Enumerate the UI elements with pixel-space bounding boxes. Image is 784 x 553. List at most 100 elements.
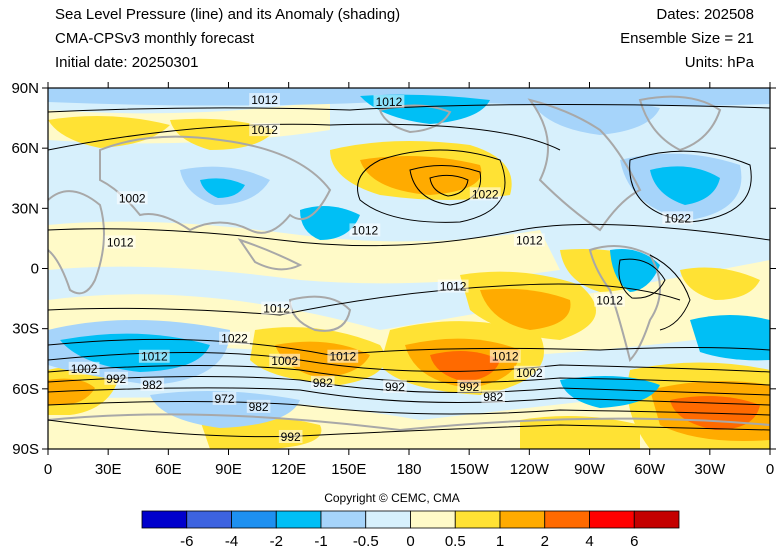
model-name: CMA-CPSv3 monthly forecast [55, 30, 255, 47]
contour-label-bg [249, 123, 280, 137]
colorbar-swatch [544, 510, 590, 529]
colorbar-label: 2 [541, 533, 549, 550]
contour-label: 972 [214, 392, 234, 406]
lon-label: 90E [215, 461, 242, 478]
colorbar-label: 1 [496, 533, 504, 550]
colorbar-label: -1 [314, 533, 327, 550]
colorbar-swatch [365, 510, 411, 529]
lon-label: 30E [95, 461, 122, 478]
contour-label-bg [310, 375, 335, 389]
lat-label: 30N [11, 200, 39, 217]
lon-label: 90W [574, 461, 606, 478]
contour-label-bg [138, 349, 170, 363]
contour-label-bg [269, 353, 301, 367]
copyright-text: Copyright © CEMC, CMA [324, 491, 460, 505]
contour-label-bg [116, 191, 148, 205]
contour-label: 992 [106, 372, 126, 386]
contour-label: 982 [483, 390, 503, 404]
colorbar-label: -2 [270, 533, 283, 550]
contour-label-bg [594, 293, 625, 307]
contour-label-bg [457, 379, 481, 393]
contour-label-bg [437, 279, 469, 293]
contour-label-bg [68, 361, 100, 375]
contour-label: 1012 [141, 350, 168, 364]
lat-label: 60N [11, 140, 39, 157]
lon-label: 0 [44, 461, 52, 478]
contour-label-bg [481, 389, 506, 403]
contour-label: 1012 [352, 223, 379, 237]
slp-contours [48, 103, 770, 438]
contour-label: 992 [459, 380, 479, 394]
contour-label: 1022 [472, 187, 499, 201]
longitude-axis: 0 30E 60E 90E 120E 150E 180 150W 120W 90W 60W 30W 0 [44, 82, 774, 478]
contour-label: 1012 [107, 235, 134, 249]
contour-label: 1022 [221, 332, 248, 346]
contour-label-bg [373, 95, 405, 109]
lon-label: 120E [271, 461, 306, 478]
contour-label-bg [349, 223, 381, 237]
lat-label: 30S [12, 321, 39, 338]
colorbar-label: 0.5 [445, 533, 466, 550]
forecast-dates: Dates: 202508 [656, 6, 754, 23]
colorbar-swatch [589, 510, 635, 529]
lat-label: 60S [12, 381, 39, 398]
lon-label: 120W [510, 461, 550, 478]
contour-label: 1012 [263, 302, 290, 316]
lon-label: 150E [331, 461, 366, 478]
contour-label: 1002 [119, 191, 146, 205]
colorbar-swatch [499, 510, 546, 529]
lon-label: 0 [766, 461, 774, 478]
contour-label: 982 [249, 400, 269, 414]
lon-label: 150W [450, 461, 490, 478]
contour-label-bg [327, 349, 359, 363]
contour-labels: 1012 1012 1012 1002 1012 1022 1012 1012 1022 1012… [68, 93, 694, 444]
contour-label-bg [249, 93, 280, 107]
colorbar-label: 6 [630, 533, 638, 550]
lat-label: 90S [12, 441, 39, 458]
lon-label: 60W [634, 461, 666, 478]
colorbar-swatch [186, 510, 232, 529]
latitude-axis: 90N 60N 30N 0 30S 60S 90S [11, 80, 776, 458]
colorbar-swatch [231, 510, 277, 529]
colorbar-swatch [275, 510, 322, 529]
contour-label-bg [261, 301, 293, 315]
contour-label: 1002 [516, 366, 543, 380]
contour-label: 1012 [516, 233, 543, 247]
lat-label: 90N [11, 80, 39, 97]
contour-label: 1002 [71, 362, 98, 376]
colorbar-swatch [320, 510, 367, 529]
contour-label-bg [246, 399, 271, 413]
map-plot-area: 1012 1012 1012 1002 1012 1022 1012 1012 1022 1012… [48, 88, 770, 449]
contour-label: 1012 [329, 350, 356, 364]
contour-label-bg [104, 235, 136, 249]
contour-label: 1012 [376, 95, 403, 109]
contour-label-bg [212, 391, 237, 405]
chart-title: Sea Level Pressure (line) and its Anomal… [55, 6, 401, 23]
contour-label: 1012 [251, 123, 278, 137]
units-label: Units: hPa [684, 54, 754, 71]
lat-label: 0 [31, 261, 39, 278]
contour-label-bg [489, 349, 521, 363]
lon-label: 180 [396, 461, 421, 478]
contour-label: 1012 [596, 294, 623, 308]
contour-label-bg [513, 233, 545, 247]
contour-label-bg [383, 379, 407, 393]
contour-label-bg [219, 331, 250, 345]
colorbar-swatch [410, 510, 456, 529]
contour-label-bg [278, 429, 303, 443]
lon-label: 30W [694, 461, 726, 478]
contour-label-bg [140, 377, 165, 391]
contour-label: 1022 [664, 211, 691, 225]
lon-label: 60E [155, 461, 182, 478]
contour-label-bg [469, 187, 501, 201]
contour-label: 1012 [492, 350, 519, 364]
colorbar-label: -4 [225, 533, 238, 550]
contour-label: 1012 [251, 93, 278, 107]
colorbar-label: 4 [585, 533, 593, 550]
coastlines [48, 95, 770, 432]
ensemble-size: Ensemble Size = 21 [620, 30, 754, 47]
contour-label: 982 [313, 376, 333, 390]
colorbar-swatch [454, 510, 501, 529]
contour-label: 982 [142, 378, 162, 392]
